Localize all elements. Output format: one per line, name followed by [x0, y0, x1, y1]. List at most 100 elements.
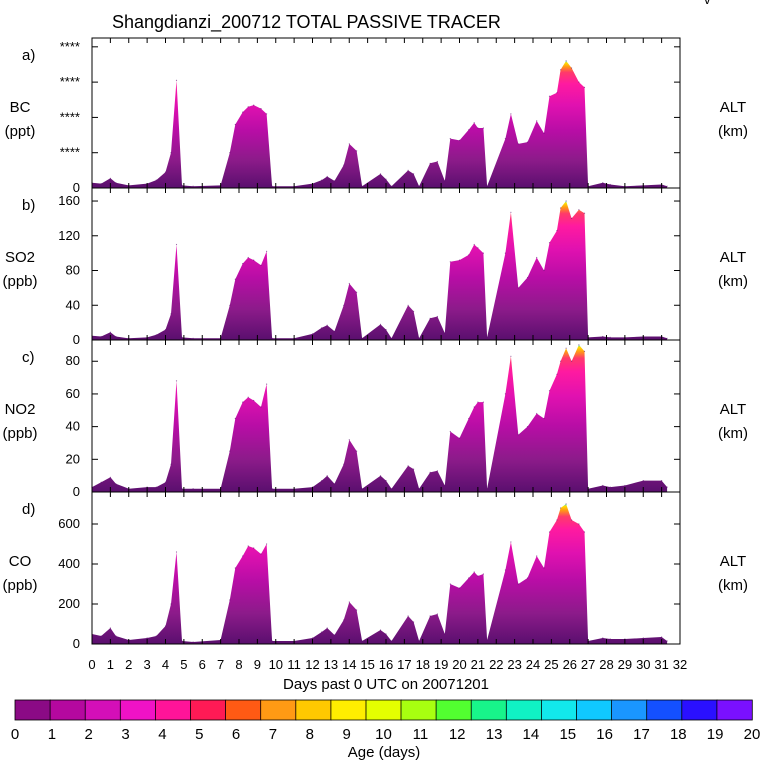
panels: 0 **** **** **** **** a) BC (ppt) ALT (km) 0 40 80 12… [2, 37, 748, 651]
data-point [477, 401, 479, 403]
colorbar-tick-label: 8 [306, 726, 314, 743]
data-point [356, 609, 358, 611]
data-point [100, 335, 102, 338]
colorbar-swatch [646, 699, 683, 721]
data-point [164, 625, 167, 627]
colorbar-swatch [154, 699, 192, 721]
data-point [155, 334, 157, 336]
panel-letter: a) [22, 47, 35, 64]
x-tick-label: 7 [217, 657, 224, 672]
data-point [482, 401, 484, 403]
data-point [321, 327, 323, 329]
colorbar-swatch [119, 699, 157, 721]
data-point [526, 577, 529, 579]
data-point [661, 636, 663, 638]
data-point [477, 127, 479, 129]
colorbar-swatch [435, 699, 472, 721]
x-tick-label: 0 [88, 657, 95, 672]
data-point [170, 152, 172, 154]
x-tick-label: 12 [305, 657, 319, 672]
data-point [385, 480, 387, 482]
data-point [666, 337, 668, 339]
colorbar-tick-label: 11 [413, 726, 429, 743]
data-point [175, 79, 178, 81]
data-point [578, 209, 580, 211]
data-point [602, 484, 604, 487]
colorbar-swatch [681, 699, 718, 721]
series-area [92, 201, 668, 340]
data-point [543, 567, 545, 569]
data-point [458, 139, 461, 141]
data-point [468, 577, 470, 579]
colorbar-swatch [611, 699, 648, 721]
data-point [356, 450, 358, 452]
colorbar-swatch [84, 699, 121, 721]
data-point [100, 635, 102, 637]
unit-label: (ppb) [2, 577, 37, 594]
panel-letter: d) [22, 501, 35, 518]
data-point [361, 488, 363, 490]
panel-bc: 0 **** **** **** **** a) BC (ppt) ALT (km) [5, 37, 748, 195]
data-point [418, 185, 420, 187]
data-point [385, 329, 387, 331]
data-point [175, 551, 178, 553]
data-point [510, 541, 512, 543]
y-tick-label: 600 [58, 516, 80, 531]
data-point [192, 337, 194, 339]
x-tick-label: 31 [654, 657, 668, 672]
data-point [536, 256, 538, 259]
data-point [260, 264, 262, 266]
data-point [242, 555, 244, 557]
data-point [482, 127, 484, 129]
data-point [486, 185, 488, 187]
data-point [548, 242, 551, 244]
data-point [449, 430, 451, 433]
data-point [164, 171, 167, 173]
data-point [361, 337, 363, 339]
y-tick-label: 120 [58, 228, 80, 243]
x-tick-label: 9 [254, 657, 261, 672]
data-point [343, 304, 345, 306]
data-point [560, 207, 562, 209]
colorbar-tick-label: 0 [11, 726, 19, 743]
y-tick-label: 0 [73, 180, 80, 195]
data-point [666, 640, 668, 642]
x-axis: 0 1 2 3 4 5 6 7 8 9 10 11 12 13 14 15 16 17 18 19 20 21 22 23 24… [88, 657, 687, 672]
data-point [247, 545, 249, 547]
data-point [560, 360, 562, 362]
x-tick-label: 25 [544, 657, 558, 672]
data-point [115, 483, 117, 485]
data-point [407, 169, 409, 171]
data-point [543, 417, 545, 420]
y-tick-label: 80 [66, 353, 80, 368]
species-label: NO2 [5, 401, 36, 418]
x-tick-label: 5 [180, 657, 187, 672]
colorbar-swatch [190, 699, 227, 721]
data-point [271, 185, 273, 187]
right-axis-label: ALT [720, 249, 746, 266]
corner-mark: v [704, 0, 711, 7]
data-point [666, 185, 668, 187]
data-point [390, 337, 393, 339]
data-point [517, 434, 519, 436]
data-point [429, 317, 431, 319]
data-point [356, 150, 358, 152]
colorbar-swatch [716, 699, 753, 721]
data-point [473, 406, 475, 408]
x-tick-label: 29 [618, 657, 632, 672]
data-point [429, 162, 431, 164]
data-point [473, 122, 475, 124]
data-point [602, 637, 604, 639]
data-point [510, 355, 512, 357]
x-axis-label: Days past 0 UTC on 20071201 [283, 676, 489, 693]
data-point [181, 640, 183, 642]
data-point [115, 182, 117, 184]
data-point [164, 481, 167, 483]
y-tick-label: **** [60, 39, 80, 54]
colorbar-swatch [14, 699, 51, 721]
series-area [92, 344, 668, 492]
data-point [510, 211, 512, 213]
data-point [526, 276, 529, 279]
series-area [92, 504, 668, 644]
data-point [192, 641, 194, 643]
